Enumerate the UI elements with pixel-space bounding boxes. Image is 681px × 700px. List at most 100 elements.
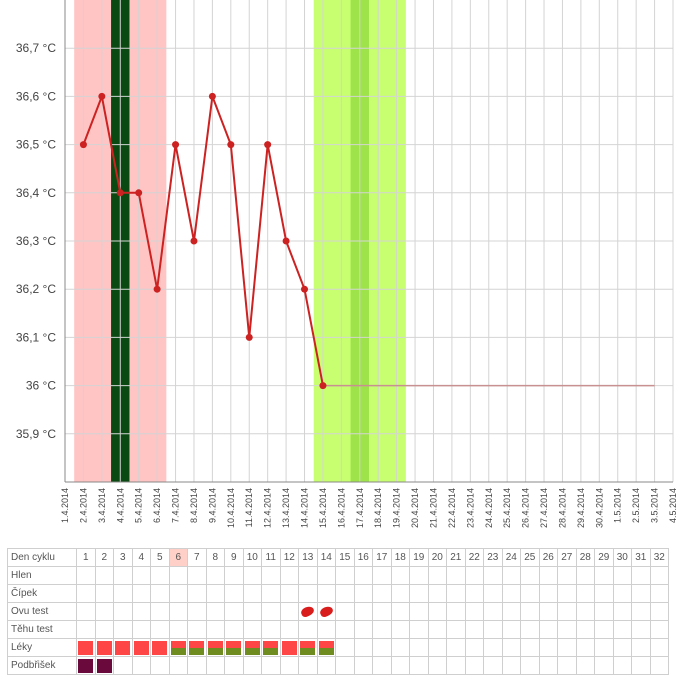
data-point bbox=[79, 141, 87, 149]
day-cell bbox=[150, 566, 170, 585]
day-cell bbox=[94, 620, 114, 639]
day-cell bbox=[242, 638, 262, 657]
day-cell bbox=[205, 584, 225, 603]
day-cell bbox=[113, 584, 133, 603]
day-cell bbox=[501, 620, 521, 639]
x-tick-label: 25.4.2014 bbox=[502, 488, 512, 528]
y-tick-label: 36,3 °C bbox=[16, 234, 56, 248]
x-tick-label: 3.4.2014 bbox=[97, 488, 107, 523]
day-cell bbox=[538, 602, 558, 621]
day-cell bbox=[94, 584, 114, 603]
day-cell bbox=[612, 584, 632, 603]
day-number: 27 bbox=[557, 548, 577, 567]
day-cell bbox=[446, 584, 466, 603]
day-cell bbox=[261, 584, 281, 603]
day-cell bbox=[446, 620, 466, 639]
day-cell bbox=[575, 638, 595, 657]
x-tick-label: 8.4.2014 bbox=[189, 488, 199, 523]
day-cell bbox=[501, 584, 521, 603]
day-cell bbox=[612, 656, 632, 675]
day-cell bbox=[538, 566, 558, 585]
day-cell bbox=[335, 620, 355, 639]
day-cell bbox=[113, 620, 133, 639]
day-cell bbox=[113, 602, 133, 621]
day-cell bbox=[261, 638, 281, 657]
day-cell bbox=[520, 656, 540, 675]
day-cell bbox=[483, 602, 503, 621]
day-cell bbox=[427, 584, 447, 603]
data-point bbox=[98, 92, 106, 100]
ovulation-test-icon bbox=[318, 604, 335, 619]
x-tick-label: 4.4.2014 bbox=[115, 488, 125, 523]
table-row: Hlen bbox=[7, 566, 669, 585]
day-cell bbox=[279, 656, 299, 675]
x-tick-label: 29.4.2014 bbox=[576, 488, 586, 528]
day-cell bbox=[187, 620, 207, 639]
day-cell bbox=[224, 602, 244, 621]
day-cell bbox=[205, 620, 225, 639]
day-cell bbox=[205, 566, 225, 585]
day-cell bbox=[335, 566, 355, 585]
day-cell bbox=[612, 638, 632, 657]
data-point bbox=[208, 92, 216, 100]
day-cell bbox=[94, 566, 114, 585]
day-cell bbox=[483, 656, 503, 675]
x-tick-label: 22.4.2014 bbox=[447, 488, 457, 528]
abdomen-marker bbox=[78, 658, 94, 673]
day-cell bbox=[113, 656, 133, 675]
day-number: 9 bbox=[224, 548, 244, 567]
row-label: Podbřišek bbox=[7, 656, 77, 675]
day-cell bbox=[446, 638, 466, 657]
day-cell bbox=[483, 566, 503, 585]
day-cell bbox=[390, 638, 410, 657]
x-tick-label: 21.4.2014 bbox=[428, 488, 438, 528]
day-number: 17 bbox=[372, 548, 392, 567]
day-cell bbox=[242, 566, 262, 585]
day-cell bbox=[335, 602, 355, 621]
data-point bbox=[135, 189, 143, 197]
day-cell bbox=[575, 566, 595, 585]
day-number: 24 bbox=[501, 548, 521, 567]
y-tick-label: 36,7 °C bbox=[16, 41, 56, 55]
day-cell bbox=[631, 566, 651, 585]
day-cell bbox=[538, 656, 558, 675]
day-number: 10 bbox=[242, 548, 262, 567]
medication-marker bbox=[226, 640, 242, 655]
day-cell bbox=[372, 602, 392, 621]
day-cell bbox=[594, 584, 614, 603]
x-tick-label: 20.4.2014 bbox=[410, 488, 420, 528]
x-tick-label: 12.4.2014 bbox=[263, 488, 273, 528]
day-cell bbox=[279, 584, 299, 603]
day-cell bbox=[649, 620, 669, 639]
day-cell bbox=[224, 584, 244, 603]
day-cell bbox=[205, 656, 225, 675]
day-cell bbox=[168, 584, 188, 603]
day-cell bbox=[261, 602, 281, 621]
day-cell bbox=[335, 584, 355, 603]
y-tick-label: 36,6 °C bbox=[16, 89, 56, 103]
day-cell bbox=[224, 656, 244, 675]
day-cell bbox=[649, 602, 669, 621]
day-cell bbox=[409, 602, 429, 621]
day-cell bbox=[409, 566, 429, 585]
day-cell bbox=[464, 584, 484, 603]
day-cell bbox=[409, 620, 429, 639]
y-tick-label: 36,4 °C bbox=[16, 186, 56, 200]
day-cell bbox=[353, 584, 373, 603]
day-cell bbox=[631, 620, 651, 639]
day-cell bbox=[557, 602, 577, 621]
day-cell bbox=[76, 602, 96, 621]
day-cell bbox=[520, 620, 540, 639]
day-cell bbox=[427, 656, 447, 675]
y-tick-label: 35,9 °C bbox=[16, 427, 56, 441]
day-cell bbox=[372, 620, 392, 639]
day-cell bbox=[612, 602, 632, 621]
day-cell bbox=[409, 656, 429, 675]
data-point bbox=[264, 141, 272, 149]
day-cell bbox=[464, 602, 484, 621]
x-tick-label: 7.4.2014 bbox=[171, 488, 181, 523]
day-cell bbox=[316, 602, 336, 621]
day-cell bbox=[76, 584, 96, 603]
data-point bbox=[190, 237, 198, 245]
day-number: 29 bbox=[594, 548, 614, 567]
